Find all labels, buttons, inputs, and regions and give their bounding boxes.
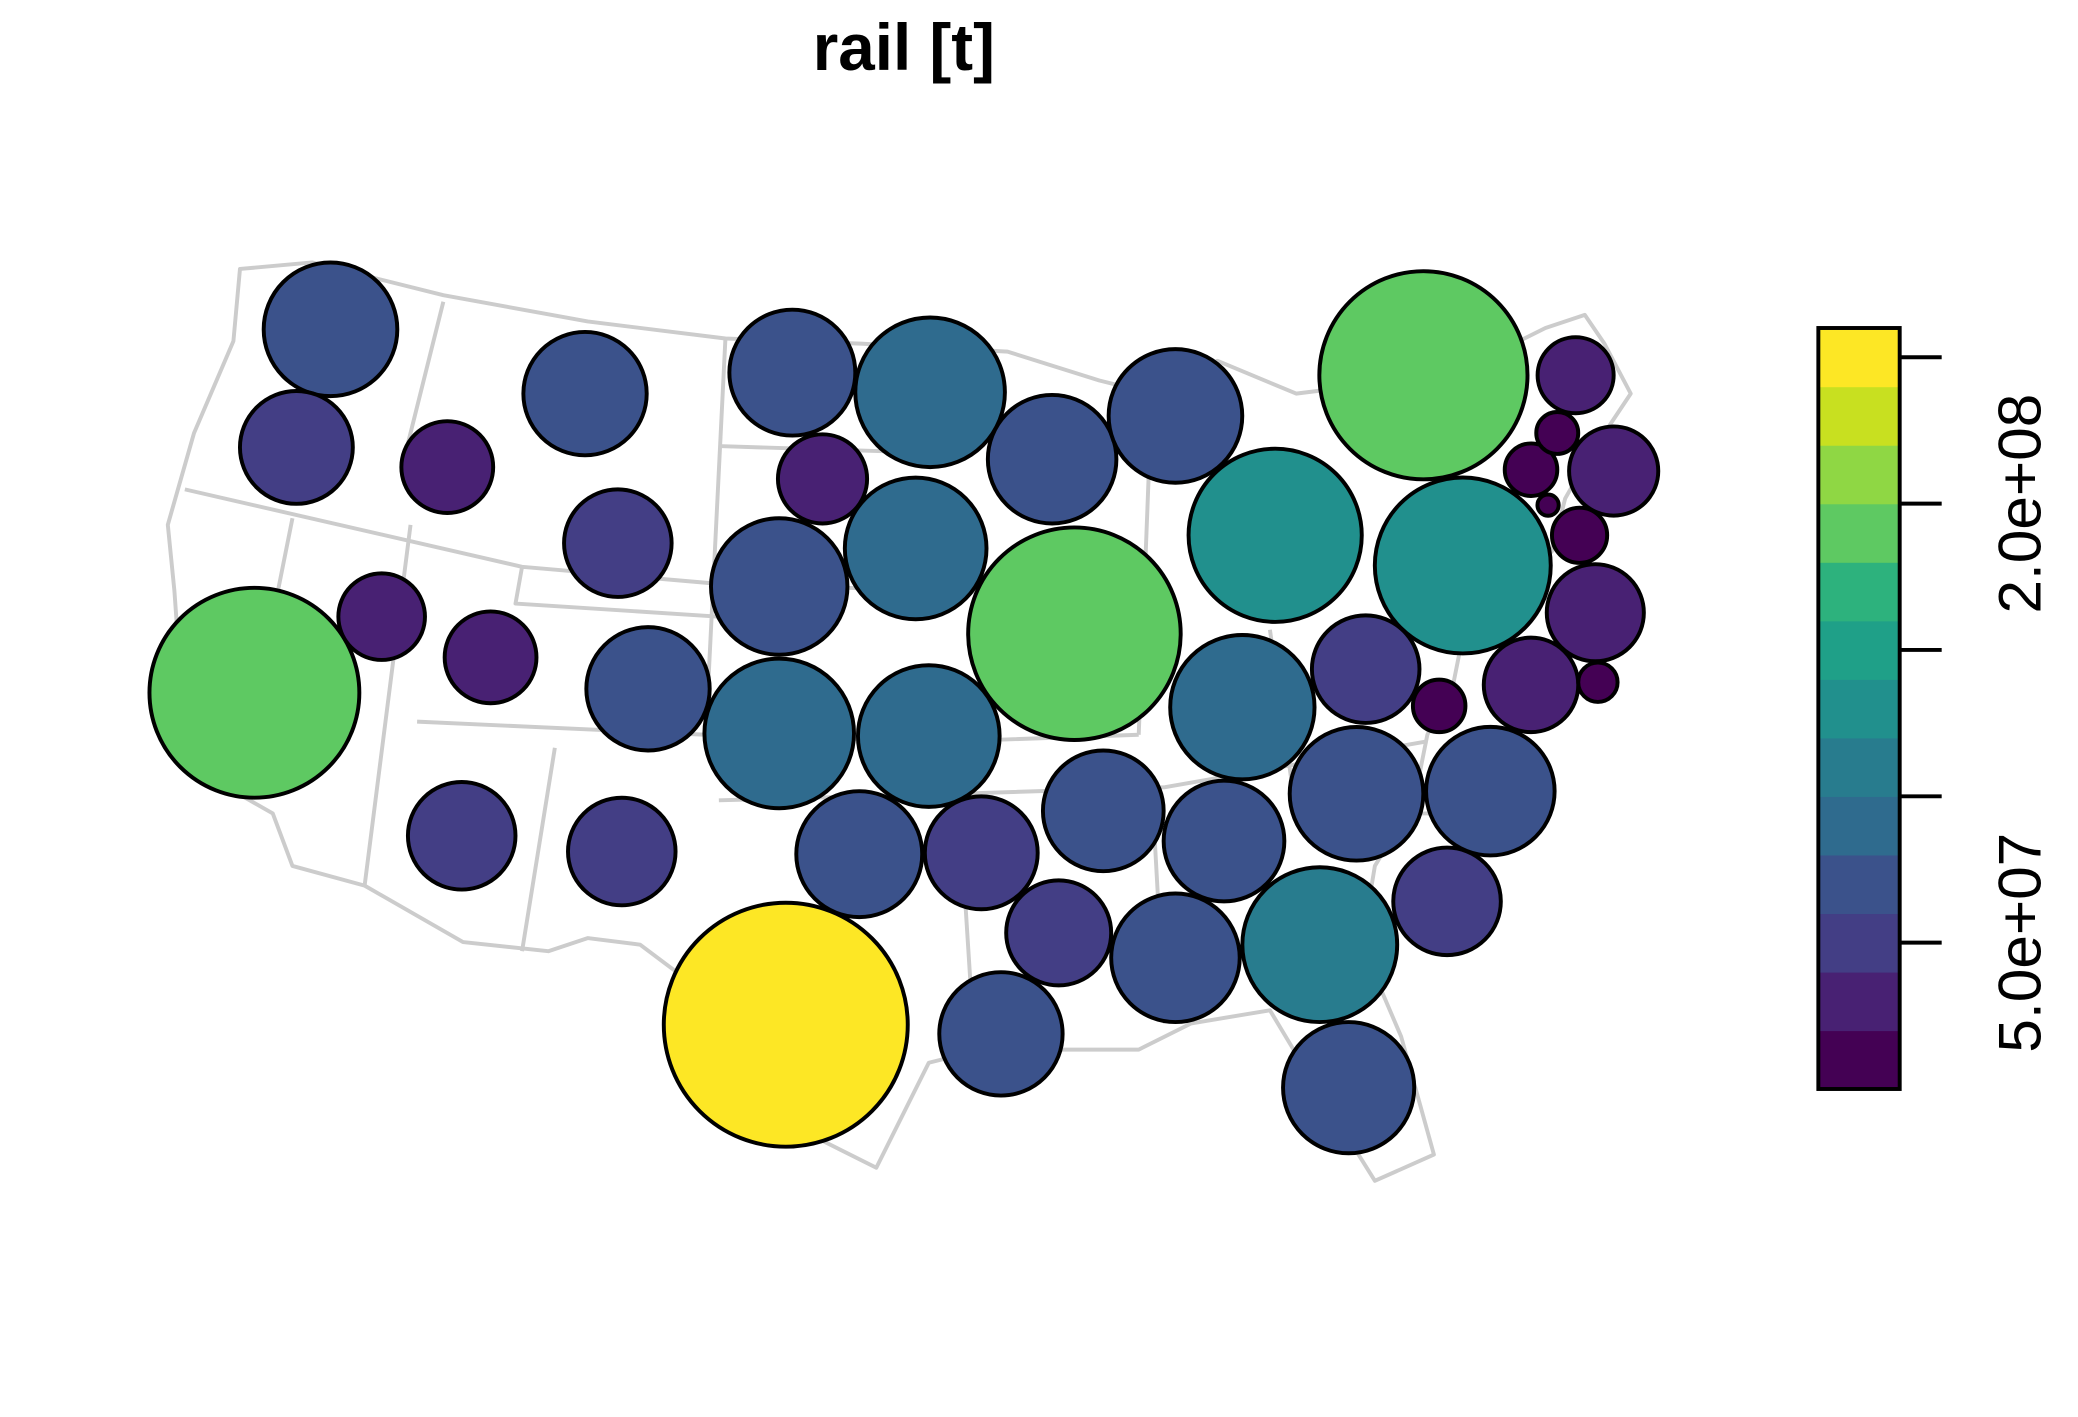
symbol bbox=[661, 900, 910, 1149]
colorbar-band bbox=[1818, 503, 1900, 563]
colorbar-band bbox=[1818, 737, 1900, 797]
symbol bbox=[702, 656, 856, 811]
colorbar-band bbox=[1818, 328, 1900, 388]
colorbar-tick-label: 2.0e+08 bbox=[1985, 394, 2053, 614]
symbol bbox=[442, 609, 539, 706]
symbol bbox=[727, 307, 858, 438]
colorbar-band bbox=[1818, 620, 1900, 680]
symbol bbox=[937, 970, 1065, 1098]
symbol bbox=[794, 789, 925, 920]
symbol bbox=[1535, 492, 1561, 518]
symbol bbox=[1240, 865, 1400, 1025]
colorbar-band bbox=[1818, 679, 1900, 739]
colorbar-band bbox=[1818, 971, 1900, 1032]
symbol bbox=[1161, 778, 1287, 904]
symbol bbox=[1040, 748, 1166, 874]
symbol bbox=[261, 260, 400, 399]
colorbar-band bbox=[1818, 796, 1900, 856]
symbol bbox=[1410, 677, 1468, 735]
symbol bbox=[853, 315, 1007, 470]
symbol bbox=[237, 389, 355, 506]
symbol bbox=[521, 329, 649, 458]
symbol bbox=[966, 525, 1183, 742]
symbol bbox=[922, 794, 1040, 912]
symbol bbox=[1168, 633, 1317, 782]
symbol bbox=[1004, 878, 1114, 988]
symbol bbox=[1287, 725, 1426, 863]
colorbar-tick-label: 5.0e+07 bbox=[1985, 833, 2053, 1053]
colorbar-frame bbox=[1816, 326, 1902, 1091]
symbol bbox=[1424, 724, 1557, 858]
symbol bbox=[1502, 441, 1560, 498]
symbol bbox=[566, 795, 678, 908]
symbol bbox=[1535, 335, 1616, 416]
symbol bbox=[562, 487, 674, 599]
colorbar-band bbox=[1818, 913, 1900, 973]
symbol bbox=[1576, 660, 1620, 704]
symbols bbox=[147, 260, 1661, 1156]
chart-title: rail [t] bbox=[813, 11, 995, 84]
symbol bbox=[1106, 347, 1245, 485]
colorbar-band bbox=[1818, 1030, 1900, 1090]
symbol bbox=[1281, 1020, 1417, 1156]
symbol bbox=[1534, 410, 1581, 456]
symbol bbox=[1544, 562, 1646, 664]
symbol bbox=[336, 571, 427, 662]
symbol bbox=[1109, 891, 1242, 1025]
symbol bbox=[1309, 613, 1422, 725]
symbol bbox=[147, 585, 362, 800]
colorbar: 5.0e+07 2.0e+08 bbox=[1816, 326, 2053, 1091]
symbol bbox=[1372, 475, 1553, 656]
symbol bbox=[709, 516, 850, 657]
symbol bbox=[1317, 269, 1530, 482]
colorbar-band bbox=[1818, 386, 1900, 446]
symbol bbox=[1186, 446, 1364, 624]
symbol bbox=[1567, 424, 1661, 518]
colorbar-band bbox=[1818, 445, 1900, 505]
symbol bbox=[1549, 505, 1610, 565]
symbol bbox=[1391, 845, 1503, 958]
symbol bbox=[842, 475, 989, 622]
symbol bbox=[399, 419, 496, 515]
symbol bbox=[405, 780, 518, 892]
symbol bbox=[985, 392, 1119, 526]
symbol bbox=[584, 625, 712, 753]
colorbar-band bbox=[1818, 562, 1900, 622]
colorbar-band bbox=[1818, 854, 1900, 915]
symbol bbox=[775, 432, 870, 526]
symbol bbox=[855, 663, 1002, 809]
